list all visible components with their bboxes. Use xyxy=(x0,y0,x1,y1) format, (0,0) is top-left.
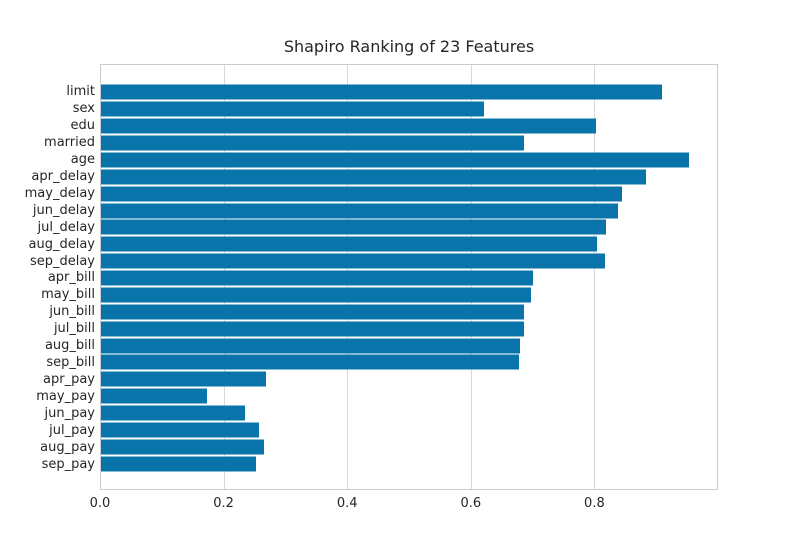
y-axis-label-jun_pay: jun_pay xyxy=(44,406,95,422)
y-axis-label-sex: sex xyxy=(72,100,95,116)
chart-title: Shapiro Ranking of 23 Features xyxy=(283,37,535,56)
bar-married xyxy=(101,135,524,151)
y-axis-label-jul_pay: jul_pay xyxy=(49,423,95,439)
y-axis-label-may_delay: may_delay xyxy=(24,185,95,201)
bar-jul_pay xyxy=(101,422,260,438)
bar-row-jul_delay xyxy=(101,219,717,236)
bar-limit xyxy=(101,84,663,100)
bar-row-aug_delay xyxy=(101,236,717,253)
y-axis-label-jul_bill: jul_bill xyxy=(53,321,95,337)
bar-sep_pay xyxy=(101,456,257,472)
bar-row-sep_bill xyxy=(101,354,717,371)
bar-row-jun_bill xyxy=(101,303,717,320)
bar-row-jun_delay xyxy=(101,202,717,219)
bar-row-apr_delay xyxy=(101,168,717,185)
y-axis-label-jun_bill: jun_bill xyxy=(49,304,95,320)
gridline-x-0.8 xyxy=(593,65,595,489)
x-tick-label-0.6: 0.6 xyxy=(460,496,482,511)
bar-jul_delay xyxy=(101,219,606,235)
bar-row-may_pay xyxy=(101,388,717,405)
y-axis-label-jul_delay: jul_delay xyxy=(37,219,95,235)
bar-jun_delay xyxy=(101,203,619,219)
bar-row-sex xyxy=(101,101,717,118)
bar-jul_bill xyxy=(101,321,524,337)
bar-age xyxy=(101,152,690,168)
bar-row-aug_bill xyxy=(101,337,717,354)
bar-row-sep_pay xyxy=(101,455,717,472)
bar-row-apr_pay xyxy=(101,371,717,388)
bar-apr_delay xyxy=(101,169,646,185)
x-tick-label-0.4: 0.4 xyxy=(336,496,358,511)
y-axis-label-apr_bill: apr_bill xyxy=(47,270,95,286)
bar-row-age xyxy=(101,152,717,169)
y-axis-label-apr_pay: apr_pay xyxy=(43,372,95,388)
x-tick-label-0.2: 0.2 xyxy=(213,496,234,511)
y-axis-label-jun_delay: jun_delay xyxy=(32,202,95,218)
y-axis-label-married: married xyxy=(44,134,95,150)
bar-may_pay xyxy=(101,388,207,404)
bar-apr_pay xyxy=(101,371,267,387)
bar-row-married xyxy=(101,135,717,152)
bar-row-aug_pay xyxy=(101,438,717,455)
y-axis-label-age: age xyxy=(70,151,95,167)
y-axis-label-sep_pay: sep_pay xyxy=(41,456,95,472)
bar-row-sep_delay xyxy=(101,253,717,270)
bar-row-jul_bill xyxy=(101,320,717,337)
bar-aug_delay xyxy=(101,236,598,252)
y-axis-label-apr_delay: apr_delay xyxy=(31,168,95,184)
bar-row-may_delay xyxy=(101,185,717,202)
bar-jun_pay xyxy=(101,405,245,421)
bar-jun_bill xyxy=(101,304,524,320)
bar-row-jun_pay xyxy=(101,405,717,422)
bar-apr_bill xyxy=(101,270,534,286)
x-tick-label-0.0: 0.0 xyxy=(89,496,111,511)
bar-row-may_bill xyxy=(101,287,717,304)
x-tick-label-0.8: 0.8 xyxy=(584,496,605,511)
y-axis-label-edu: edu xyxy=(70,117,96,133)
bar-row-edu xyxy=(101,118,717,135)
x-axis-labels: 0.0 0.2 0.4 0.6 0.8 xyxy=(90,496,718,516)
y-axis-label-aug_pay: aug_pay xyxy=(40,439,95,455)
y-axis-labels: limit sex edu married age apr_delay may_delay j… xyxy=(0,64,95,490)
bar-row-jul_pay xyxy=(101,422,717,439)
bar-edu xyxy=(101,118,596,134)
y-axis-label-aug_delay: aug_delay xyxy=(28,236,95,252)
y-axis-label-may_pay: may_pay xyxy=(36,389,95,405)
y-axis-label-aug_bill: aug_bill xyxy=(44,338,95,354)
y-axis-label-sep_bill: sep_bill xyxy=(46,355,95,371)
bar-row-limit xyxy=(101,84,717,101)
y-axis-label-may_bill: may_bill xyxy=(41,287,95,303)
y-axis-label-sep_delay: sep_delay xyxy=(29,253,95,269)
bar-sep_bill xyxy=(101,354,520,370)
bars-container xyxy=(101,65,717,489)
bar-aug_bill xyxy=(101,338,521,354)
plot-area xyxy=(100,64,718,490)
bar-sex xyxy=(101,101,485,117)
bar-may_bill xyxy=(101,287,531,303)
bar-may_delay xyxy=(101,186,622,202)
bar-row-apr_bill xyxy=(101,270,717,287)
bar-sep_delay xyxy=(101,253,605,269)
y-axis-label-limit: limit xyxy=(66,83,95,99)
bar-aug_pay xyxy=(101,439,265,455)
